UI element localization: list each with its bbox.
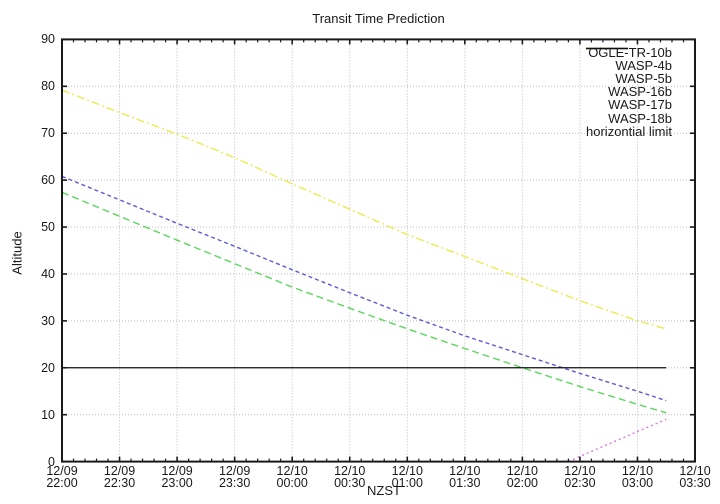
y-tick-label-60: 60 <box>41 173 55 188</box>
plot-border <box>61 38 696 463</box>
x-tick-time: 02:30 <box>564 476 596 490</box>
x-tick-date: 12/10 <box>679 464 711 478</box>
y-tick-label-0: 0 <box>48 454 55 469</box>
legend-item-wasp-5b: WASP-5b <box>586 47 680 87</box>
legend-label: WASP-17b <box>608 97 672 113</box>
legend: OGLE-TR-10b WASP-4b WASP-5b WASP-16b WASP-17… <box>586 45 680 139</box>
series-wasp-18b <box>61 89 667 330</box>
y-tick-label-40: 40 <box>41 266 55 281</box>
x-tick-label-01:30: 12/10 01:30 <box>442 464 488 490</box>
x-tick-date: 12/10 <box>276 464 308 478</box>
x-tick-label-22:00: 12/09 22:00 <box>39 464 85 490</box>
legend-label: WASP-5b <box>615 71 672 87</box>
x-tick-time: 03:00 <box>621 476 654 490</box>
x-tick-label-00:00: 12/10 00:00 <box>269 464 315 490</box>
x-tick-time: 03:30 <box>679 476 711 490</box>
y-tick-label-80: 80 <box>41 79 55 94</box>
series-wasp-4b <box>61 191 667 414</box>
x-tick-time: 23:30 <box>218 476 251 490</box>
series-wasp-5b <box>61 175 667 402</box>
x-tick-time: 01:00 <box>391 476 423 490</box>
x-tick-date: 12/10 <box>564 464 596 478</box>
y-tick-label-70: 70 <box>41 126 55 141</box>
y-tick-label-10: 10 <box>41 407 55 422</box>
x-axis-label: NZST <box>367 483 401 498</box>
x-tick-date: 12/10 <box>621 464 654 478</box>
x-tick-time: 02:00 <box>506 476 538 490</box>
y-tick-label-50: 50 <box>41 220 55 235</box>
legend-label: horizontial limit <box>586 123 672 139</box>
y-tick-label-90: 90 <box>41 32 55 47</box>
x-tick-date: 12/10 <box>391 464 423 478</box>
x-tick-date: 12/09 <box>161 464 193 478</box>
x-tick-time: 23:00 <box>161 476 193 490</box>
legend-item-horizontial-limit: horizontial limit <box>586 47 680 139</box>
x-tick-label-02:00: 12/10 02:00 <box>499 464 545 490</box>
legend-item-wasp-18b: WASP-18b <box>586 47 680 126</box>
legend-line-sample-icon <box>586 47 629 50</box>
legend-label: WASP-16b <box>608 84 672 100</box>
legend-item-wasp-16b: WASP-16b <box>586 47 680 100</box>
x-tick-date: 12/09 <box>218 464 251 478</box>
x-tick-label-00:30: 12/10 00:30 <box>327 464 373 490</box>
x-tick-time: 00:00 <box>276 476 308 490</box>
x-tick-label-03:30: 12/10 03:30 <box>672 464 718 490</box>
x-tick-time: 22:00 <box>46 476 78 490</box>
legend-item-wasp-4b: WASP-4b <box>586 47 680 74</box>
x-tick-date: 12/10 <box>334 464 366 478</box>
y-tick-label-20: 20 <box>41 360 55 375</box>
chart-title: Transit Time Prediction <box>312 11 445 26</box>
x-tick-date: 12/09 <box>103 464 136 478</box>
x-tick-date: 12/10 <box>449 464 481 478</box>
y-tick-label-30: 30 <box>41 313 55 328</box>
x-tick-date: 12/10 <box>506 464 538 478</box>
x-tick-date: 12/09 <box>46 464 78 478</box>
legend-item-wasp-17b: WASP-17b <box>586 47 680 113</box>
legend-label: WASP-18b <box>608 110 672 126</box>
x-tick-label-22:30: 12/09 22:30 <box>97 464 143 490</box>
x-tick-label-23:30: 12/09 23:30 <box>212 464 258 490</box>
legend-label: WASP-4b <box>615 58 672 74</box>
x-tick-time: 01:30 <box>449 476 481 490</box>
x-tick-time: 00:30 <box>334 476 366 490</box>
series-wasp-16b <box>568 418 667 463</box>
x-tick-label-01:00: 12/10 01:00 <box>384 464 430 490</box>
x-tick-label-03:00: 12/10 03:00 <box>614 464 660 490</box>
x-tick-time: 22:30 <box>103 476 136 490</box>
x-tick-label-02:30: 12/10 02:30 <box>557 464 603 490</box>
x-tick-label-23:00: 12/09 23:00 <box>154 464 200 490</box>
